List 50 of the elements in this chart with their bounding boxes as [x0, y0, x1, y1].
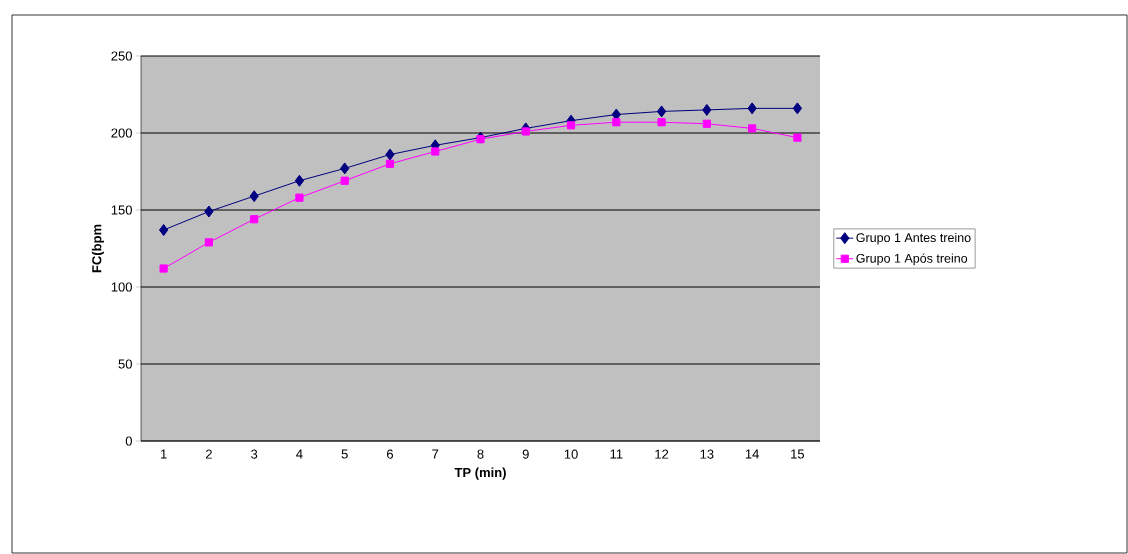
y-tick-label: 50 [118, 359, 132, 369]
point [159, 224, 169, 237]
y-axis-title: FC(bpm [91, 224, 104, 273]
point [566, 121, 576, 130]
x-tick-label: 8 [477, 449, 484, 459]
point [793, 133, 802, 142]
point [385, 159, 395, 168]
point [748, 124, 757, 133]
point [656, 105, 667, 118]
x-tick-label: 13 [700, 449, 714, 459]
x-tick-label: 3 [251, 449, 258, 459]
y-tick-label: 200 [111, 128, 132, 138]
point [702, 119, 711, 128]
x-tick-label: 1 [161, 449, 167, 459]
point [702, 103, 712, 116]
point [204, 238, 213, 247]
x-tick-label: 10 [564, 449, 578, 459]
y-tick-label: 250 [111, 51, 132, 61]
x-tick-label: 9 [522, 449, 529, 459]
y-tick-label: 0 [125, 436, 132, 446]
point [159, 264, 168, 273]
point [657, 118, 666, 127]
point [295, 193, 304, 202]
legend-label: Grupo 1 Após treino [856, 253, 968, 266]
point [612, 118, 621, 127]
x-tick-label: 5 [341, 449, 348, 459]
x-tick-label: 11 [610, 449, 623, 459]
point [340, 162, 350, 175]
x-tick-label: 4 [296, 449, 303, 459]
x-tick-label: 15 [791, 449, 805, 459]
point [294, 174, 305, 187]
point [250, 215, 259, 224]
x-tick-label: 6 [387, 449, 394, 459]
x-axis-title: TP (min) [454, 467, 506, 480]
point [204, 205, 214, 218]
x-tick-label: 12 [655, 449, 669, 459]
point [340, 176, 349, 185]
point [792, 102, 802, 115]
point [476, 135, 485, 144]
point [521, 127, 530, 136]
y-tick-label: 150 [111, 205, 132, 215]
y-tick-label: 100 [111, 282, 132, 292]
point [385, 148, 395, 161]
x-tick-label: 14 [745, 449, 759, 459]
x-tick-label: 7 [432, 449, 439, 459]
x-tick-label: 2 [205, 449, 212, 459]
point [431, 147, 440, 156]
point [249, 190, 259, 203]
point [747, 102, 757, 115]
legend-label: Grupo 1 Antes treino [856, 232, 971, 245]
